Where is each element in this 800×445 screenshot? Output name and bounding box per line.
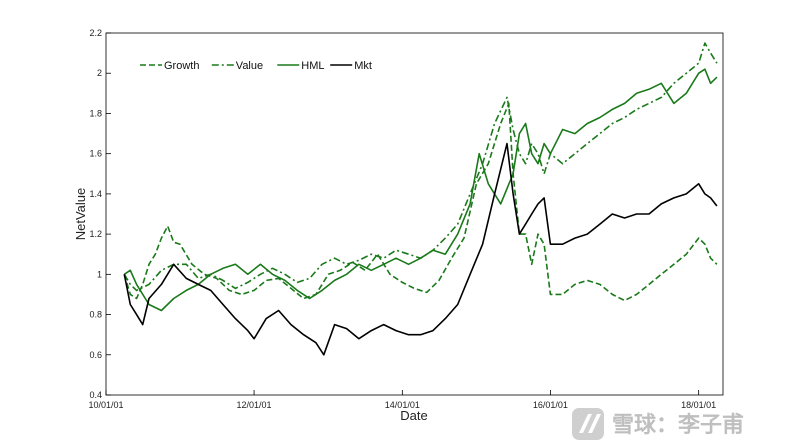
x-axis-title: Date — [400, 408, 427, 423]
watermark-text: 雪球：李子甫 — [612, 412, 744, 438]
y-tick-label: 2.2 — [89, 28, 102, 38]
series-line-mkt — [123, 142, 718, 356]
x-tick-label: 12/01/01 — [237, 400, 272, 410]
y-axis-title: NetValue — [73, 188, 88, 241]
x-tick-label: 16/01/01 — [533, 400, 568, 410]
y-tick-label: 1 — [97, 269, 102, 279]
legend-label-value: Value — [236, 60, 263, 72]
y-tick-label: 0.4 — [89, 390, 102, 400]
y-tick-label: 0.6 — [89, 350, 102, 360]
legend-label-hml: HML — [301, 60, 324, 72]
series-line-growth — [123, 102, 718, 302]
y-tick-label: 2 — [97, 68, 102, 78]
series-layer — [123, 42, 718, 356]
series-line-hml — [123, 68, 718, 312]
x-tick-label: 18/01/01 — [681, 400, 716, 410]
series-line-value — [123, 42, 718, 292]
legend: Growth Value HML Mkt — [140, 60, 372, 72]
plot-frame — [105, 32, 724, 396]
y-axis: 0.4 0.6 0.8 1 1.2 1.4 1.6 1.8 2 2.2 — [89, 28, 111, 400]
plot-area — [105, 32, 724, 396]
legend-label-mkt: Mkt — [354, 60, 372, 72]
y-tick-label: 1.4 — [89, 189, 102, 199]
legend-label-growth: Growth — [164, 60, 199, 72]
x-tick-label: 14/01/01 — [385, 400, 420, 410]
y-tick-label: 1.2 — [89, 229, 102, 239]
x-tick-label: 10/01/01 — [88, 400, 123, 410]
snowball-logo-icon — [572, 408, 604, 440]
y-tick-label: 1.8 — [89, 108, 102, 118]
y-tick-label: 1.6 — [89, 149, 102, 159]
y-tick-label: 0.8 — [89, 310, 102, 320]
watermark: 雪球：李子甫 — [572, 408, 744, 440]
x-axis: 10/01/01 12/01/01 14/01/01 16/01/01 18/01/01 — [88, 390, 716, 410]
